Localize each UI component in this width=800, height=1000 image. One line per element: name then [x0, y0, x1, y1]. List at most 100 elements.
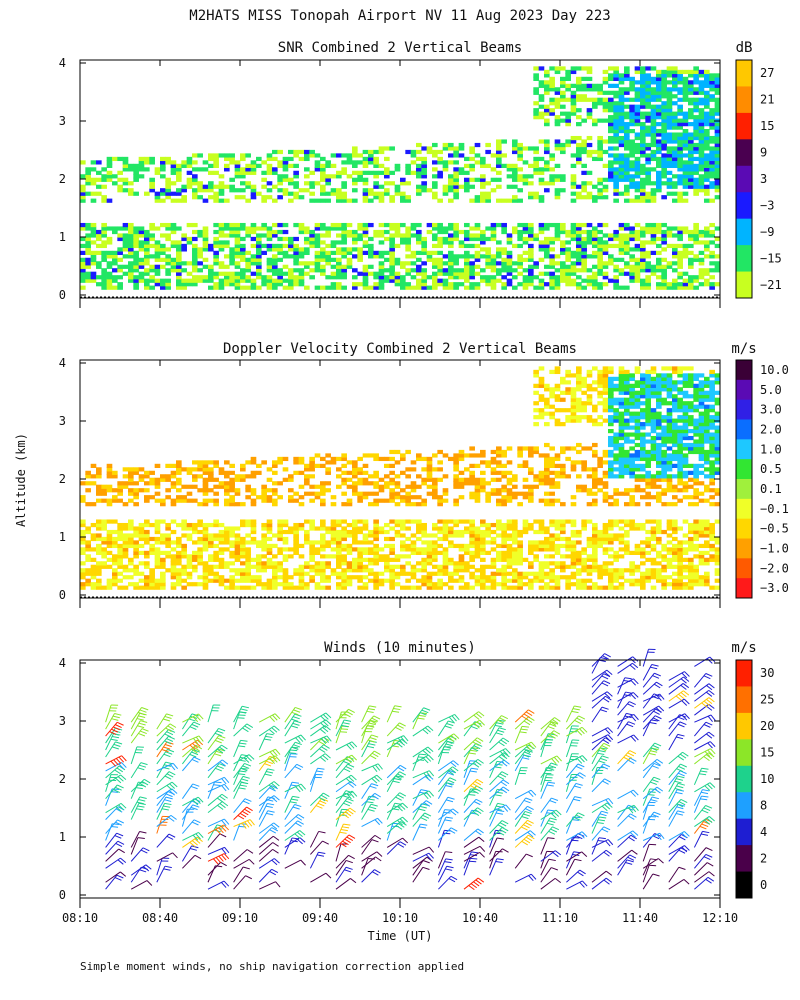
heatmap-cell — [549, 470, 555, 475]
heatmap-cell — [117, 557, 123, 562]
heatmap-cell — [144, 278, 150, 283]
heatmap-cell — [266, 488, 273, 493]
heatmap-cell — [362, 222, 369, 228]
heatmap-cell — [538, 97, 545, 102]
heatmap-cell — [496, 470, 502, 475]
heatmap-cell — [117, 564, 123, 569]
heatmap-cell — [464, 170, 470, 175]
heatmap-cell — [432, 222, 438, 228]
heatmap-cell — [597, 390, 603, 395]
heatmap-cell — [192, 261, 198, 266]
heatmap-cell — [693, 149, 699, 155]
heatmap-cell — [501, 250, 507, 255]
heatmap-cell — [234, 474, 241, 479]
heatmap-cell — [186, 177, 193, 182]
heatmap-cell — [661, 278, 667, 283]
heatmap-cell — [586, 87, 593, 92]
heatmap-cell — [554, 188, 561, 193]
heatmap-cell — [352, 188, 358, 193]
heatmap-cell — [341, 167, 347, 172]
heatmap-cell — [640, 177, 646, 182]
heatmap-cell — [560, 376, 566, 381]
heatmap-cell — [128, 561, 134, 566]
heatmap-cell — [309, 236, 315, 242]
heatmap-cell — [544, 104, 550, 109]
heatmap-cell — [245, 181, 251, 186]
heatmap-cell — [384, 174, 390, 179]
heatmap-cell — [538, 380, 545, 385]
heatmap-cell — [560, 264, 566, 269]
heatmap-cell — [325, 257, 331, 262]
heatmap-cell — [474, 257, 481, 262]
heatmap-cell — [266, 582, 273, 587]
heatmap-cell — [133, 488, 139, 493]
heatmap-cell — [325, 575, 331, 580]
heatmap-cell — [704, 115, 710, 120]
heatmap-cell — [624, 90, 630, 95]
heatmap-cell — [453, 261, 459, 266]
heatmap-cell — [362, 491, 369, 496]
heatmap-cell — [234, 229, 241, 235]
heatmap-cell — [570, 467, 577, 472]
heatmap-cell — [341, 236, 347, 242]
heatmap-cell — [336, 268, 342, 273]
heatmap-cell — [261, 184, 267, 189]
heatmap-cell — [522, 575, 529, 580]
heatmap-cell — [453, 233, 459, 238]
heatmap-cell — [224, 484, 230, 489]
heatmap-cell — [368, 474, 374, 479]
heatmap-cell — [634, 163, 641, 168]
heatmap-cell — [480, 275, 486, 280]
heatmap-cell — [320, 543, 326, 549]
heatmap-cell — [165, 526, 171, 531]
heatmap-cell — [256, 271, 262, 276]
heatmap-cell — [400, 488, 406, 493]
heatmap-cell — [101, 282, 107, 287]
heatmap-cell — [464, 564, 470, 569]
heatmap-cell — [517, 529, 523, 535]
heatmap-cell — [277, 174, 283, 179]
heatmap-cell — [357, 226, 363, 231]
heatmap-cell — [432, 481, 438, 486]
heatmap-cell — [517, 149, 523, 155]
heatmap-cell — [272, 502, 278, 507]
heatmap-cell — [346, 470, 353, 475]
heatmap-cell — [565, 233, 571, 238]
heatmap-cell — [634, 80, 641, 85]
heatmap-cell — [586, 369, 593, 375]
heatmap-cell — [85, 240, 91, 245]
heatmap-cell — [565, 278, 571, 283]
heatmap-cell — [272, 243, 278, 249]
heatmap-cell — [298, 250, 305, 255]
heatmap-cell — [464, 550, 470, 555]
heatmap-cell — [229, 153, 235, 158]
heatmap-cell — [448, 198, 454, 203]
heatmap-cell — [661, 83, 667, 88]
heatmap-cell — [496, 460, 502, 465]
heatmap-cell — [613, 160, 619, 165]
heatmap-cell — [522, 275, 529, 280]
heatmap-cell — [170, 264, 177, 269]
heatmap-cell — [570, 108, 577, 113]
heatmap-cell — [549, 456, 555, 462]
heatmap-cell — [213, 271, 219, 276]
heatmap-cell — [661, 167, 667, 172]
heatmap-cell — [592, 550, 598, 555]
heatmap-cell — [522, 522, 529, 528]
heatmap-cell — [218, 264, 225, 269]
heatmap-cell — [517, 188, 523, 193]
heatmap-cell — [677, 125, 683, 130]
heatmap-cell — [405, 561, 411, 566]
heatmap-cell — [336, 575, 342, 580]
heatmap-cell — [416, 285, 422, 290]
heatmap-cell — [106, 463, 113, 468]
heatmap-cell — [512, 139, 518, 144]
heatmap-cell — [672, 254, 678, 259]
heatmap-cell — [544, 554, 550, 559]
heatmap-cell — [128, 543, 134, 549]
heatmap-cell — [640, 243, 646, 249]
heatmap-cell — [160, 243, 166, 249]
heatmap-cell — [709, 184, 715, 189]
heatmap-cell — [213, 578, 219, 583]
heatmap-cell — [560, 142, 566, 148]
